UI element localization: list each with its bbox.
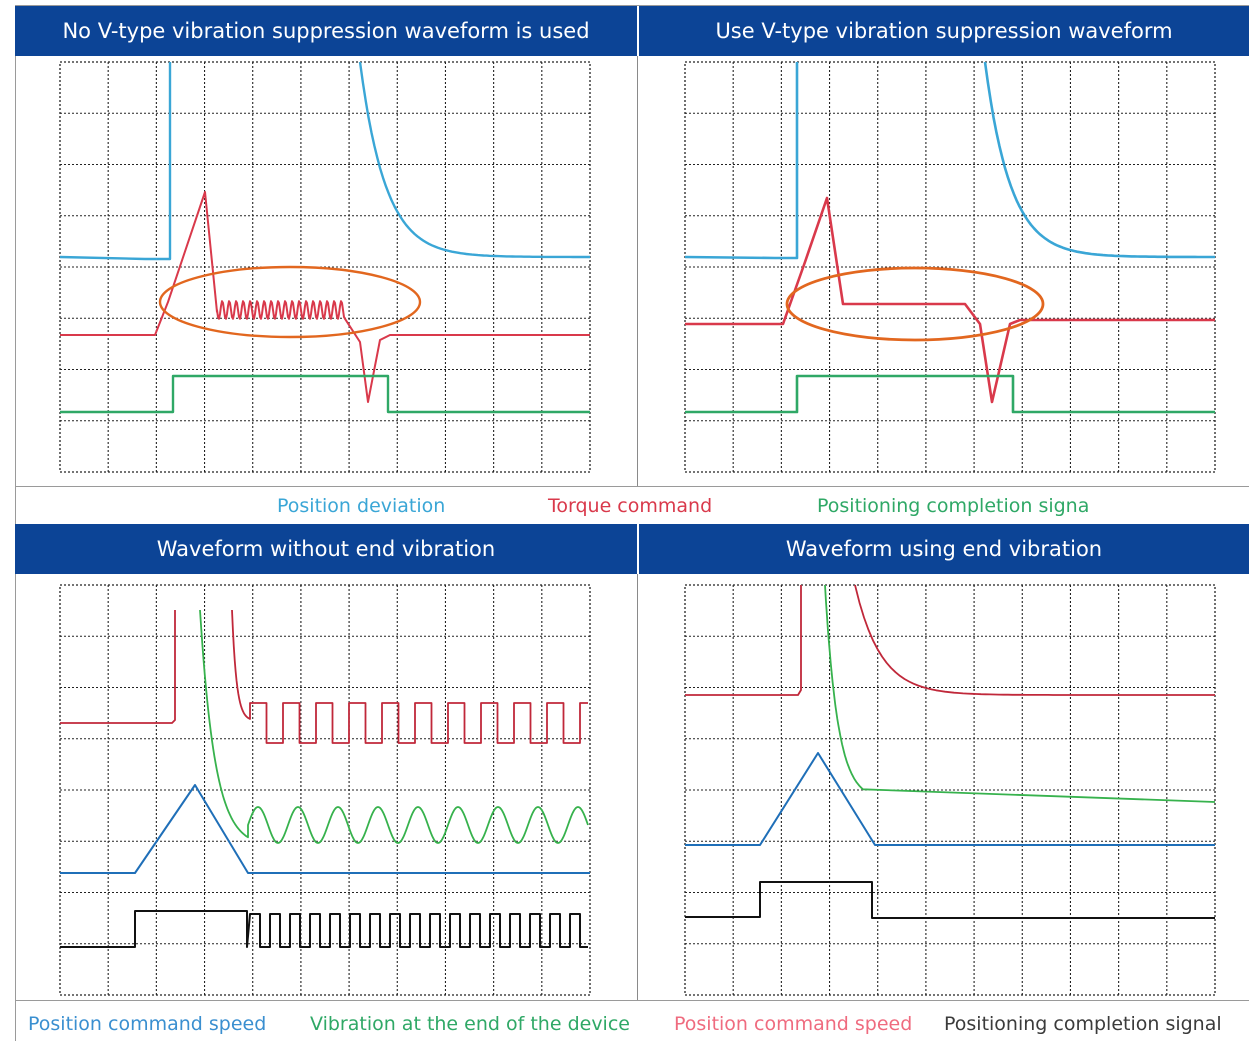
- top-left-title: No V-type vibration suppression waveform…: [15, 6, 637, 56]
- red-trace-decay: [854, 584, 1215, 696]
- red-trace-square-oscillation: [231, 609, 588, 744]
- top-panel-divider: [637, 56, 638, 486]
- red-trace-rise: [60, 610, 176, 724]
- vibration-trace: [199, 609, 589, 844]
- legend-end-vibration: Vibration at the end of the device: [310, 1013, 630, 1035]
- torque-command-trace: [60, 191, 590, 403]
- grid-border: [684, 61, 1216, 473]
- legend-positioning-completion-signal: Positioning completion signal: [944, 1013, 1222, 1035]
- legend-positioning-completion: Positioning completion signa: [817, 495, 1090, 517]
- position-deviation-trace: [59, 62, 172, 261]
- legend-torque-command: Torque command: [548, 495, 713, 517]
- top-right-title: Use V-type vibration suppression wavefor…: [639, 6, 1249, 56]
- scope-without-end-vibration: [59, 584, 591, 996]
- scope-v-suppression: [684, 61, 1216, 473]
- vibration-highlight-ellipse: [785, 266, 1045, 342]
- legend-position-command-speed-2: Position command speed: [674, 1013, 913, 1035]
- legend-position-command-speed: Position command speed: [28, 1013, 267, 1035]
- bottom-right-title: Waveform using end vibration: [639, 524, 1249, 574]
- positioning-completion-signal-trace: [60, 910, 588, 948]
- position-deviation-trace-decay: [358, 61, 590, 259]
- grid-border: [684, 584, 1216, 996]
- bottom-panel-divider: [637, 574, 638, 1000]
- bottom-legend-separator: [15, 1000, 1249, 1001]
- grid-border: [59, 61, 591, 473]
- legend-position-deviation: Position deviation: [277, 495, 446, 517]
- grid-border: [59, 584, 591, 996]
- scope-using-end-vibration: [684, 584, 1216, 996]
- vibration-trace: [824, 584, 1216, 803]
- top-legend-separator: [15, 486, 1249, 487]
- positioning-completion-signal-trace: [685, 881, 1215, 919]
- positioning-completion-trace: [60, 374, 590, 414]
- position-deviation-trace-decay: [983, 61, 1215, 259]
- red-trace-rise: [685, 585, 802, 696]
- positioning-completion-trace: [685, 374, 1215, 414]
- vibration-highlight-ellipse: [158, 265, 422, 339]
- figure-frame: [15, 5, 1249, 1041]
- position-command-speed-trace: [60, 784, 590, 874]
- torque-command-trace: [685, 196, 1215, 404]
- bottom-left-title: Waveform without end vibration: [15, 524, 637, 574]
- scope-no-v-suppression: [59, 61, 591, 473]
- position-deviation-trace: [684, 62, 799, 260]
- position-command-speed-trace: [685, 752, 1215, 846]
